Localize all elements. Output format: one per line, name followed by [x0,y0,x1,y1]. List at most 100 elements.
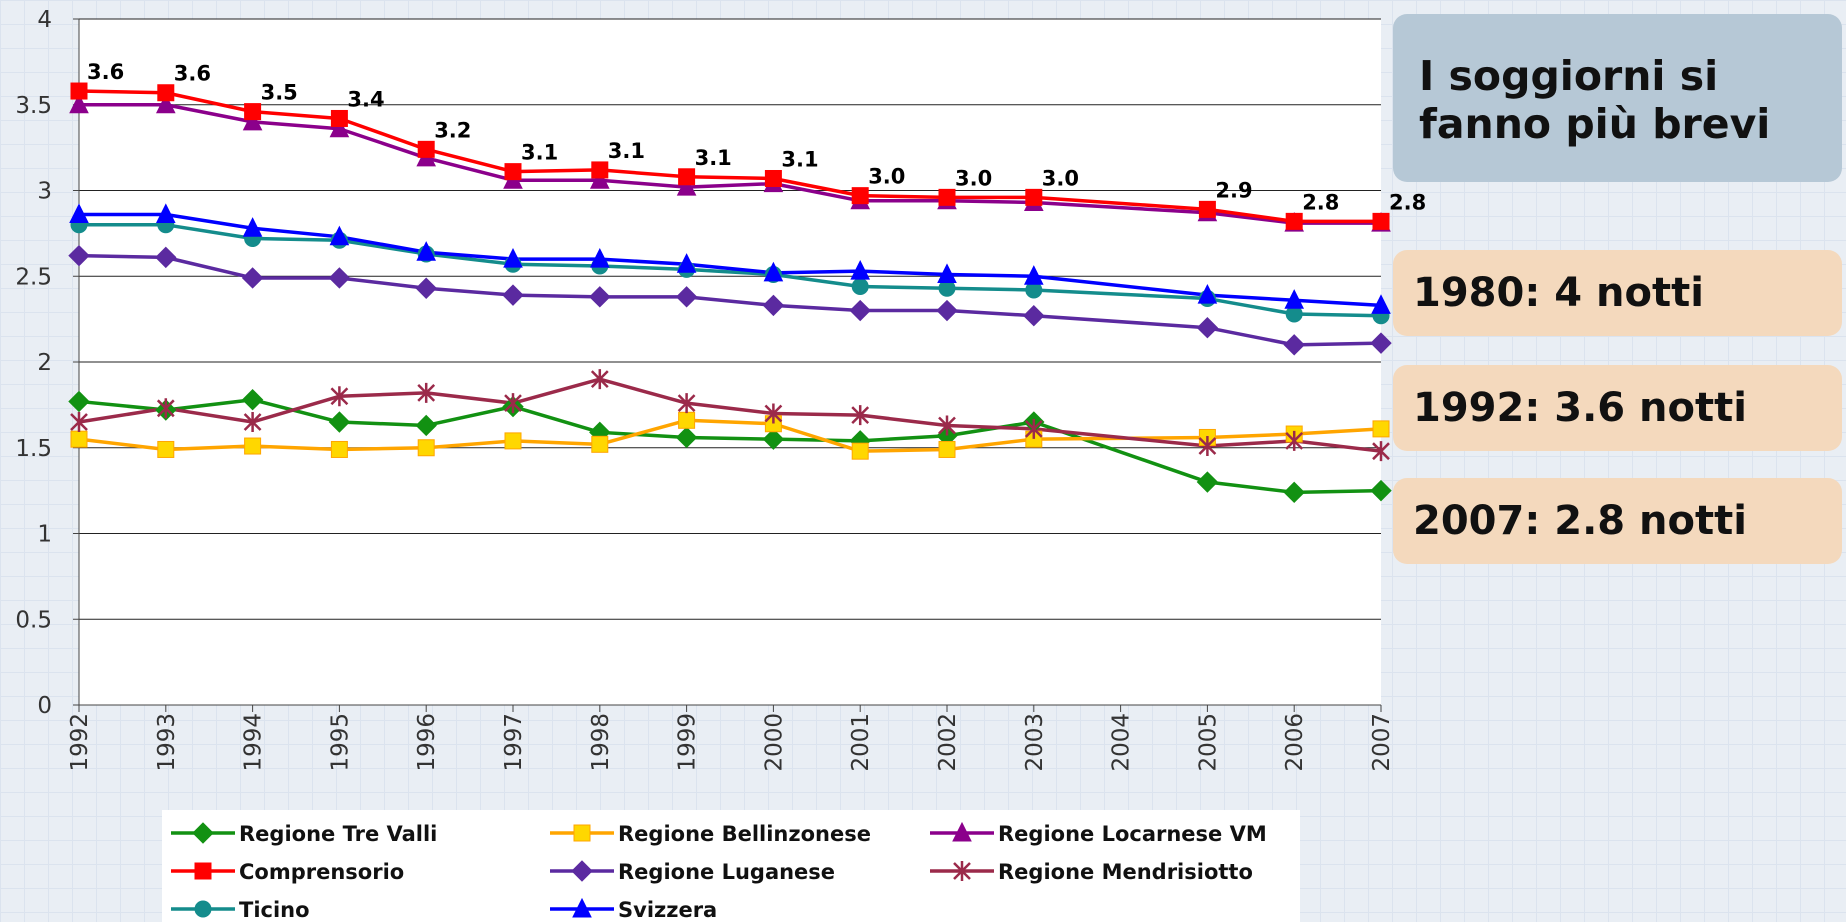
marker [329,225,350,246]
marker [330,109,348,127]
note: 1992: 3.6 notti [1393,365,1842,451]
marker [69,93,89,114]
legend-item: Regione Locarnese VM [930,821,1267,846]
data-label: 3.5 [261,81,298,105]
data-label: 3.1 [695,146,732,170]
x-tick-label: 1996 [414,713,440,772]
marker [764,403,783,424]
marker [503,247,523,268]
marker [1023,265,1044,285]
marker [851,405,870,426]
marker [1372,420,1390,438]
legend-item: Svizzera [550,897,717,922]
marker [762,428,785,450]
marker [763,261,784,282]
marker [328,411,351,433]
marker [677,393,696,414]
marker [938,188,956,206]
marker [328,267,351,289]
marker [155,93,176,114]
y-tick-label: 4 [37,7,52,33]
y-tick-label: 1.5 [15,436,52,462]
marker [1372,212,1390,230]
marker [1197,283,1218,304]
marker [156,398,175,419]
marker [241,267,264,289]
legend-item: Comprensorio [171,860,404,884]
marker [194,862,212,880]
marker [504,432,522,450]
marker [329,117,350,138]
marker [244,437,262,455]
marker [417,382,436,403]
marker [675,426,698,449]
legend-label: Regione Tre Valli [239,822,437,846]
marker [851,442,869,460]
marker [849,299,871,322]
data-label: 3.1 [608,139,645,163]
marker [194,900,212,918]
y-tick-label: 3.5 [15,93,52,119]
x-tick-label: 2001 [848,713,874,772]
marker [938,440,956,458]
marker [504,163,522,181]
marker [850,259,871,280]
marker [1196,316,1219,339]
marker [851,187,869,205]
marker [70,82,88,100]
legend-label: Svizzera [618,898,717,922]
data-label: 2.8 [1389,190,1426,214]
marker [244,103,262,121]
legend-item: Regione Luganese [550,860,835,884]
legend [162,810,1300,922]
marker [1283,334,1305,356]
legend-label: Regione Mendrisiotto [998,860,1253,884]
data-label: 2.9 [1215,178,1252,202]
marker [572,897,592,918]
legend-item: Regione Tre Valli [171,822,437,846]
x-tick-label: 1992 [67,713,93,772]
marker [330,386,349,407]
marker [417,140,435,158]
marker [415,277,437,299]
marker [1024,418,1043,439]
marker [591,435,609,453]
marker [330,440,348,458]
y-tick-label: 2 [37,350,52,376]
marker [591,161,609,179]
marker [678,411,696,429]
marker [241,389,264,411]
marker [1025,188,1043,206]
marker [936,299,958,322]
marker [1372,441,1390,462]
marker [589,247,610,268]
data-label: 3.1 [781,147,818,171]
legend-item: Ticino [171,898,310,922]
marker [589,286,611,308]
marker [1370,332,1392,354]
data-label: 2.8 [1302,190,1339,214]
marker [1023,304,1045,327]
marker [68,244,90,267]
marker [1285,430,1304,451]
marker [589,169,610,189]
marker [155,246,177,269]
marker [676,175,697,196]
x-tick-label: 1997 [501,713,527,772]
marker [590,369,609,390]
x-tick-label: 2003 [1022,713,1048,772]
x-tick-label: 1998 [588,713,614,772]
data-label: 3.0 [868,165,905,189]
x-tick-label: 1993 [154,713,180,772]
marker [70,430,88,448]
marker [415,414,437,437]
marker [1198,436,1217,457]
marker [416,241,437,261]
marker [1370,479,1392,502]
marker [1283,481,1305,504]
marker [155,203,176,224]
x-tick-label: 1999 [675,713,701,772]
y-tick-label: 1 [37,522,52,548]
